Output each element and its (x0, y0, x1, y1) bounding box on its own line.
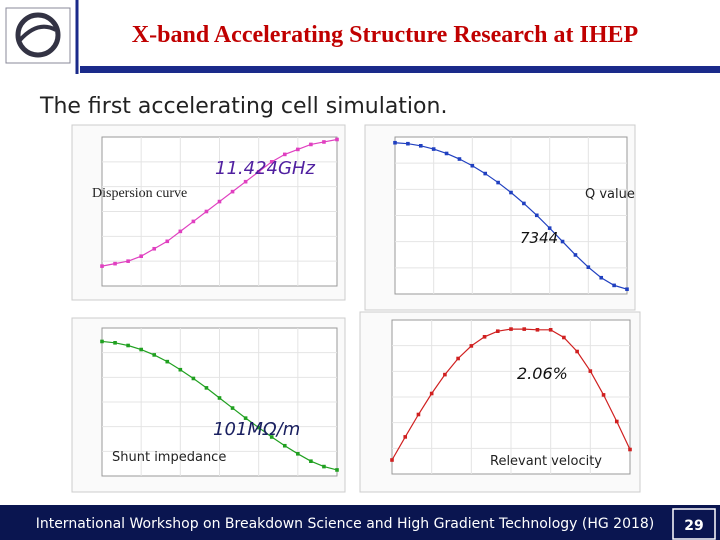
data-point (322, 464, 326, 469)
data-point (322, 140, 326, 144)
data-point (296, 452, 300, 456)
data-point (113, 341, 117, 345)
data-point (470, 163, 475, 168)
data-point (309, 459, 313, 463)
page-number: 29 (684, 518, 703, 534)
panel-label: Dispersion curve (92, 186, 187, 201)
data-point (469, 344, 474, 348)
data-point (217, 199, 222, 204)
data-point (429, 391, 434, 396)
data-point (126, 343, 130, 348)
data-point (100, 339, 104, 344)
panel-label: Shunt impedance (112, 450, 226, 465)
data-point (243, 416, 248, 420)
panel-label: Relevant velocity (490, 454, 602, 469)
data-point (509, 327, 513, 331)
data-point (457, 157, 462, 161)
data-point (178, 229, 183, 234)
data-point (335, 468, 339, 472)
data-point (628, 447, 632, 452)
data-point (586, 265, 591, 269)
page-box (672, 508, 716, 540)
data-point (256, 169, 261, 174)
panel-label: Q value (585, 187, 635, 202)
data-point (282, 152, 287, 157)
slide-title: X-band Accelerating Structure Research a… (132, 22, 638, 48)
data-point (560, 239, 565, 244)
data-point (139, 347, 143, 352)
data-point (625, 287, 629, 292)
data-point (522, 327, 527, 331)
data-point (573, 253, 578, 257)
data-point (204, 209, 209, 214)
data-point (403, 435, 408, 439)
annotation: 2.06% (517, 364, 568, 383)
data-point (418, 144, 423, 148)
data-point (165, 359, 170, 364)
data-point (243, 179, 248, 184)
data-point (256, 425, 261, 430)
annotation: 7344 (520, 229, 558, 247)
annotation: 11.424GHz (215, 158, 315, 179)
data-point (416, 412, 421, 417)
data-point (100, 264, 104, 268)
data-point (601, 393, 606, 397)
logo (5, 7, 71, 64)
data-point (495, 329, 500, 333)
data-point (217, 396, 222, 400)
data-point (562, 335, 566, 340)
data-point (139, 254, 143, 258)
data-point (431, 147, 436, 151)
data-point (406, 141, 410, 146)
data-point (614, 419, 619, 424)
header-bar (80, 66, 720, 73)
data-point (204, 386, 209, 390)
data-point (509, 190, 513, 195)
data-point (612, 283, 616, 288)
data-point (282, 443, 287, 448)
data-point (165, 239, 170, 244)
data-point (269, 435, 274, 439)
data-point (444, 151, 449, 156)
data-point (522, 201, 526, 206)
data-point (575, 349, 579, 354)
data-point (443, 372, 447, 377)
data-point (534, 213, 539, 218)
data-point (296, 147, 300, 152)
data-point (152, 246, 157, 251)
data-point (191, 376, 196, 381)
data-point (548, 328, 553, 332)
data-point (393, 140, 397, 145)
data-point (588, 369, 593, 373)
data-point (496, 180, 500, 185)
data-point (152, 353, 157, 357)
data-point (456, 356, 460, 361)
data-point (482, 335, 487, 339)
data-point (269, 160, 274, 164)
data-point (191, 219, 196, 224)
footer-text: International Workshop on Breakdown Scie… (36, 516, 655, 532)
data-point (126, 259, 130, 263)
data-point (309, 142, 313, 147)
footer-bar (0, 505, 720, 540)
data-point (390, 458, 394, 462)
data-point (113, 261, 117, 266)
data-point (230, 189, 235, 194)
data-point (335, 137, 339, 142)
subtitle: The first accelerating cell simulation. (39, 94, 447, 119)
data-point (178, 367, 183, 372)
data-point (483, 171, 488, 176)
data-point (230, 406, 235, 410)
annotation: 101MΩ/m (213, 419, 300, 440)
data-point (535, 328, 540, 332)
data-point (547, 226, 552, 230)
data-point (599, 275, 604, 280)
